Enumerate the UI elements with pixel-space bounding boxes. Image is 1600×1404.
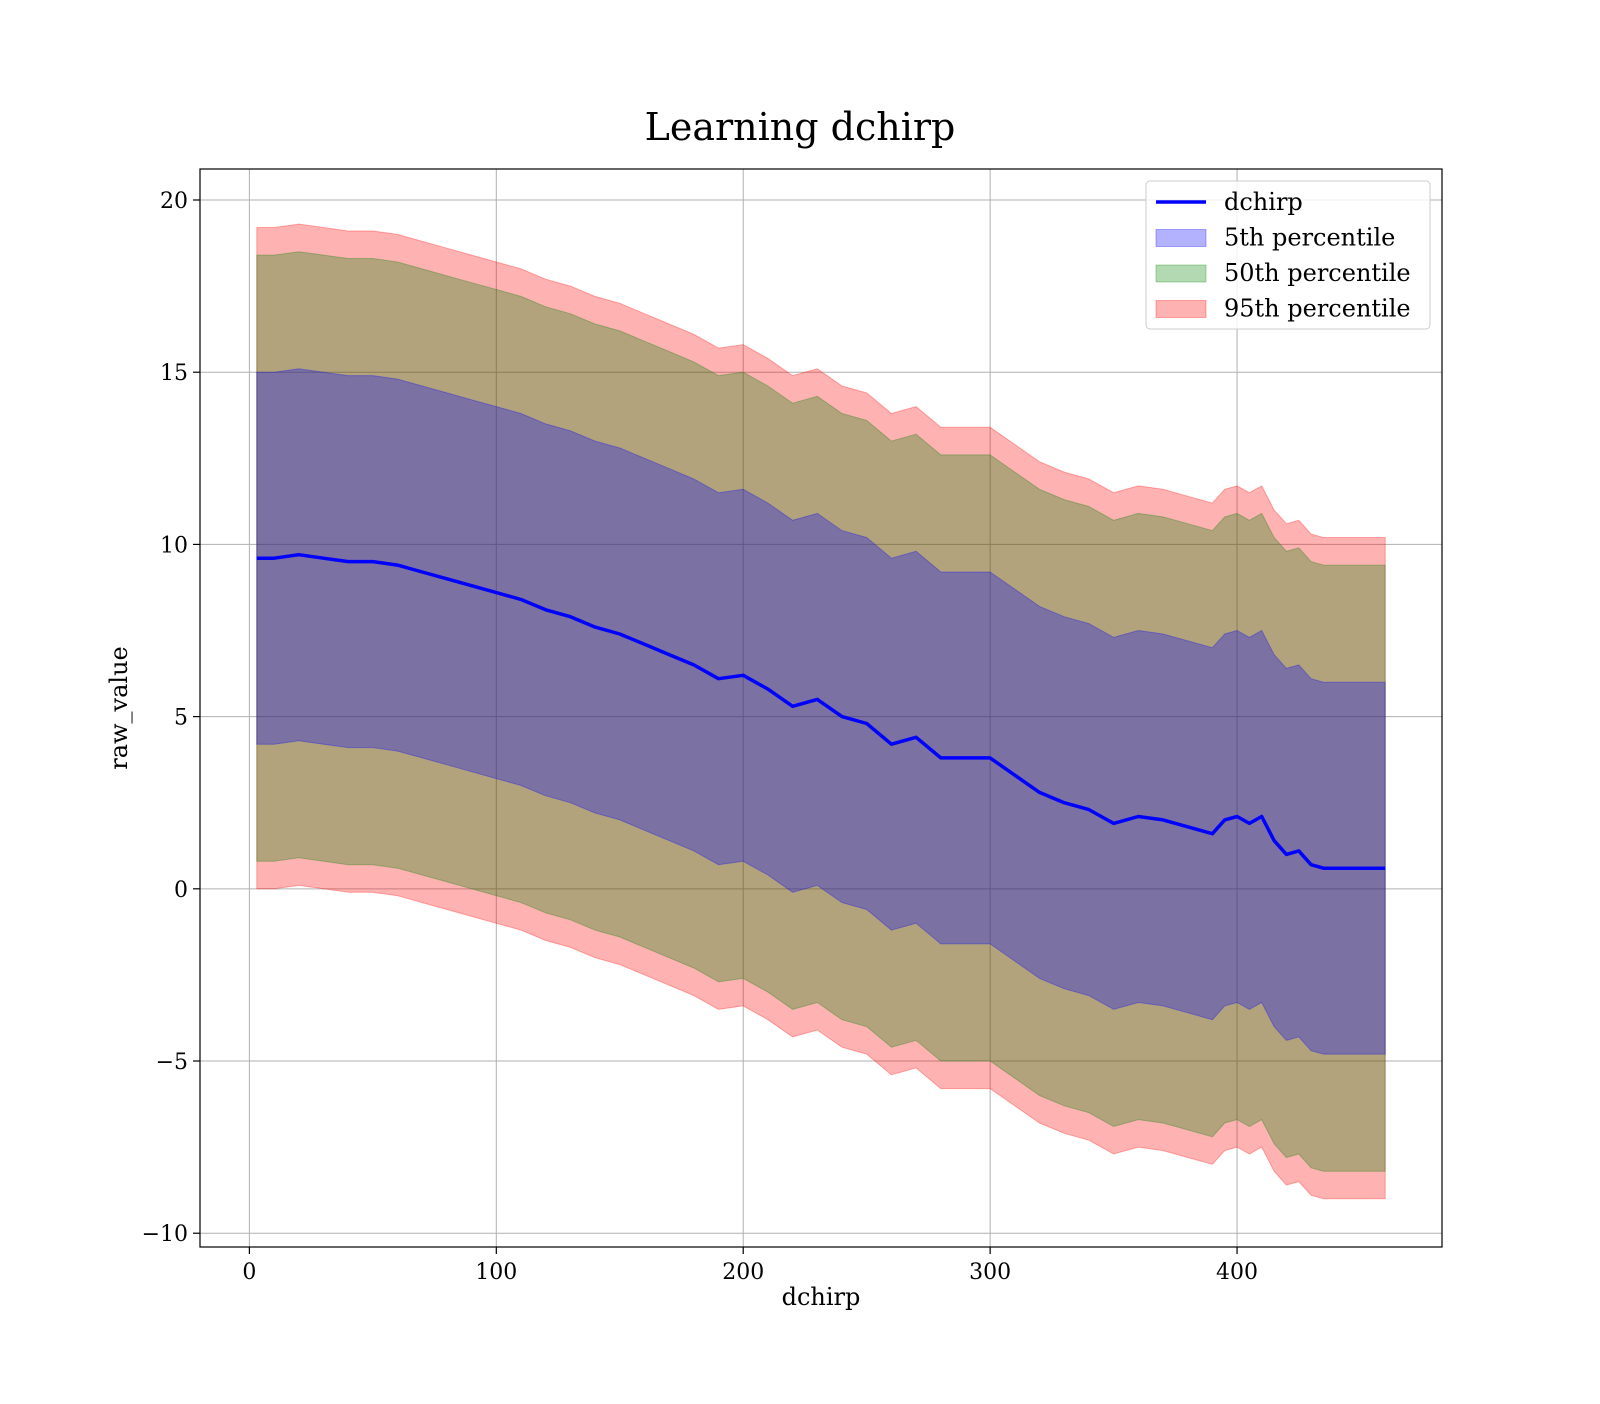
y-tick-label-0: −10 bbox=[142, 1222, 188, 1247]
legend-label-5th-percentile: 5th percentile bbox=[1224, 224, 1395, 252]
x-tick-label-4: 400 bbox=[1216, 1260, 1258, 1285]
band-50th-percentile bbox=[256, 251, 1386, 1172]
line-layer bbox=[256, 552, 1386, 870]
band-layer bbox=[256, 223, 1386, 1200]
y-tick-label-5: 15 bbox=[160, 361, 188, 386]
y-tick-label-2: 0 bbox=[174, 878, 188, 903]
legend-swatch-95th-percentile bbox=[1155, 300, 1207, 318]
legend: dchirp 5th percentile 50th percentile 95th … bbox=[1145, 180, 1431, 330]
y-tick-label-4: 10 bbox=[160, 533, 188, 558]
x-axis: 0 100 200 300 400 bbox=[242, 1247, 1258, 1285]
y-tick-label-1: −5 bbox=[156, 1050, 188, 1075]
grid-layer bbox=[200, 169, 1442, 1247]
y-axis: −10 −5 0 5 10 15 20 bbox=[142, 189, 200, 1247]
legend-label-dchirp: dchirp bbox=[1224, 188, 1303, 216]
legend-swatch-50th-percentile bbox=[1155, 264, 1207, 283]
plot-frame bbox=[199, 168, 1443, 1248]
y-tick-label-6: 20 bbox=[160, 189, 188, 214]
x-axis-label: dchirp bbox=[782, 1283, 861, 1311]
legend-label-95th-percentile: 95th percentile bbox=[1224, 295, 1411, 323]
legend-label-50th-percentile: 50th percentile bbox=[1224, 259, 1411, 287]
band-95th-percentile bbox=[256, 223, 1386, 1200]
x-tick-label-1: 100 bbox=[475, 1260, 517, 1285]
y-axis-label: raw_value bbox=[105, 646, 133, 770]
x-tick-label-2: 200 bbox=[722, 1260, 764, 1285]
y-tick-label-3: 5 bbox=[174, 706, 188, 731]
band-5th-percentile bbox=[256, 368, 1386, 1055]
x-tick-label-3: 300 bbox=[969, 1260, 1011, 1285]
legend-box bbox=[1145, 180, 1431, 330]
chart-title: Learning dchirp bbox=[645, 105, 956, 149]
legend-swatch-5th-percentile bbox=[1155, 229, 1207, 247]
series-line-dchirp bbox=[256, 552, 1386, 870]
x-tick-label-0: 0 bbox=[242, 1260, 256, 1285]
